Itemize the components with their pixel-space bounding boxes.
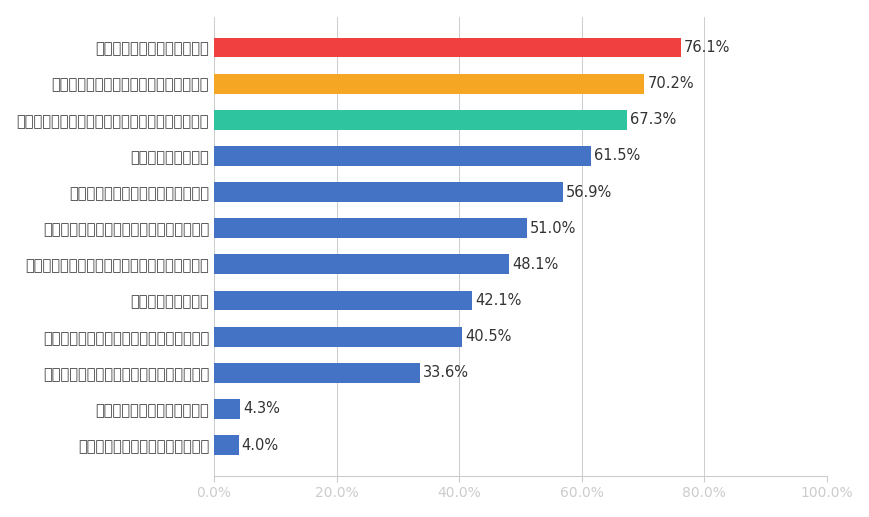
- Bar: [214, 254, 508, 275]
- Bar: [214, 399, 240, 419]
- Bar: [214, 363, 420, 383]
- Text: 42.1%: 42.1%: [474, 293, 521, 308]
- Text: 48.1%: 48.1%: [511, 257, 558, 272]
- Text: 70.2%: 70.2%: [647, 76, 693, 91]
- Bar: [214, 146, 590, 166]
- Bar: [214, 110, 626, 130]
- Bar: [214, 218, 526, 238]
- Text: 51.0%: 51.0%: [529, 221, 575, 236]
- Bar: [214, 327, 461, 346]
- Bar: [214, 291, 472, 310]
- Bar: [214, 435, 238, 455]
- Text: 67.3%: 67.3%: [629, 112, 675, 127]
- Bar: [214, 38, 680, 57]
- Text: 40.5%: 40.5%: [465, 329, 511, 344]
- Text: 56.9%: 56.9%: [565, 185, 612, 200]
- Text: 76.1%: 76.1%: [683, 40, 729, 55]
- Text: 61.5%: 61.5%: [594, 148, 640, 163]
- Text: 4.0%: 4.0%: [242, 437, 278, 452]
- Bar: [214, 74, 644, 94]
- Text: 4.3%: 4.3%: [243, 402, 280, 417]
- Text: 33.6%: 33.6%: [422, 366, 468, 381]
- Bar: [214, 182, 562, 202]
